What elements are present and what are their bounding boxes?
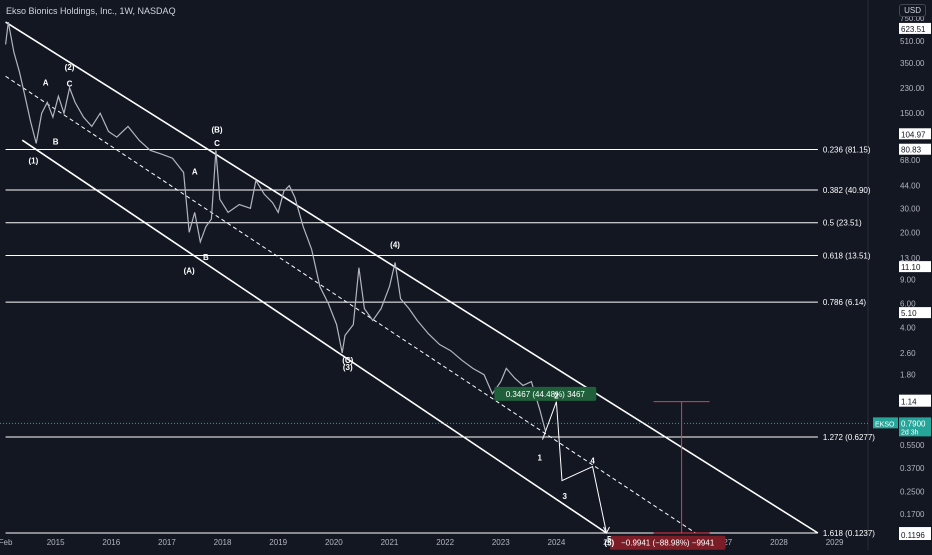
wave-label: 4 [590, 457, 595, 466]
wave-label: (5) [604, 539, 614, 548]
y-tick-label: 0.1700 [900, 510, 925, 519]
x-tick-label: 2015 [47, 538, 65, 547]
measure-box-label: −0.9941 (−88.98%) −9941 [621, 539, 715, 548]
wave-label: (3) [343, 363, 353, 372]
channel-upper-line [5, 21, 819, 534]
x-tick-label: Feb [0, 538, 13, 547]
fib-level-label: 0.5 (23.51) [823, 219, 862, 228]
fib-level-label: 1.618 (0.1237) [823, 529, 875, 538]
channel-lower-line [21, 139, 607, 534]
fib-level-label: 1.272 (0.6277) [823, 433, 875, 442]
price-tag-label: 1.14 [901, 398, 917, 407]
fib-level-label: 0.786 (6.14) [823, 298, 866, 307]
symbol-tag-label: EKSO [875, 421, 895, 428]
wave-label: A [43, 78, 49, 87]
y-tick-label: 0.5500 [900, 441, 925, 450]
y-tick-label: 2.60 [900, 349, 916, 358]
price-tag [899, 529, 931, 540]
y-tick-label: 13.00 [900, 254, 921, 263]
measure-box-label: 0.3467 (44.48%) 3467 [506, 390, 586, 399]
x-tick-label: 2023 [492, 538, 510, 547]
symbol-tag [873, 417, 898, 429]
x-tick-label: 2029 [826, 538, 844, 547]
y-tick-label: 0.2500 [900, 487, 925, 496]
x-tick-label: 2024 [548, 538, 566, 547]
x-tick-label: 2016 [102, 538, 120, 547]
x-tick-label: 2019 [269, 538, 287, 547]
x-tick-label: 2022 [436, 538, 454, 547]
price-tag [899, 22, 931, 34]
y-tick-label: 30.00 [900, 204, 921, 213]
symbol-title: Ekso Bionics Holdings, Inc., 1W, NASDAQ [6, 6, 176, 16]
price-tag [899, 395, 931, 407]
y-tick-label: 20.00 [900, 228, 921, 237]
wave-label: 1 [537, 454, 542, 463]
y-tick-label: 68.00 [900, 156, 921, 165]
measure-box [609, 535, 726, 550]
price-series-line [5, 21, 546, 431]
y-tick-label: 0.3700 [900, 464, 925, 473]
y-tick-label: 150.00 [900, 109, 925, 118]
measure-box [494, 386, 597, 401]
wave-label: 3 [563, 492, 568, 501]
y-tick-label: 9.00 [900, 276, 916, 285]
price-tag-label: 0.1196 [901, 531, 925, 540]
y-tick-label: 6.00 [900, 299, 916, 308]
wave-label: (4) [390, 240, 400, 249]
price-tag-label: 5.10 [901, 309, 917, 318]
price-tag [899, 143, 931, 155]
fib-level-label: 0.382 (40.90) [823, 186, 871, 195]
price-tag-label: 623.51 [901, 25, 926, 34]
y-tick-label: 4.00 [900, 323, 916, 332]
x-tick-label: 2018 [214, 538, 232, 547]
wave-label: (B) [211, 126, 222, 135]
y-tick-label: 230.00 [900, 84, 925, 93]
x-tick-label: 2017 [158, 538, 176, 547]
wave-label: C [67, 80, 73, 89]
wave-label: 5 [607, 535, 612, 544]
y-tick-label: 350.00 [900, 59, 925, 68]
x-tick-label: 2021 [381, 538, 399, 547]
fib-level-label: 0.236 (81.15) [823, 145, 871, 154]
channel-middle-dashed-line [5, 75, 696, 534]
y-tick-label: 750.00 [900, 14, 925, 23]
price-tag-label: 80.83 [901, 146, 922, 155]
projection-arrowhead [603, 526, 610, 535]
y-tick-label: 1.80 [900, 371, 916, 380]
wave-label: B [53, 138, 59, 147]
price-tag-label: 104.97 [901, 130, 926, 139]
x-tick-label: 2028 [770, 538, 788, 547]
wave-projection-path [542, 401, 607, 534]
wave-label: (C) [342, 356, 353, 365]
wave-label: (A) [184, 266, 195, 275]
currency-button[interactable]: USD [899, 4, 926, 17]
countdown-label: 2d 3h [901, 429, 919, 436]
wave-label: A [192, 168, 198, 177]
current-price-tag [899, 417, 931, 437]
fib-level-label: 0.618 (13.51) [823, 251, 871, 260]
wave-label: B [203, 253, 209, 262]
price-tag [899, 261, 931, 273]
x-tick-label: 2020 [325, 538, 343, 547]
current-price-label: 0.7900 [901, 419, 926, 428]
wave-label: 2 [554, 392, 559, 401]
wave-label: (1) [28, 157, 38, 166]
price-tag [899, 128, 931, 140]
wave-label: (2) [65, 63, 75, 72]
y-tick-label: 510.00 [900, 37, 925, 46]
wave-label: C [214, 139, 220, 148]
y-tick-label: 44.00 [900, 182, 921, 191]
price-tag-label: 11.10 [901, 263, 921, 272]
price-tag [899, 307, 931, 319]
